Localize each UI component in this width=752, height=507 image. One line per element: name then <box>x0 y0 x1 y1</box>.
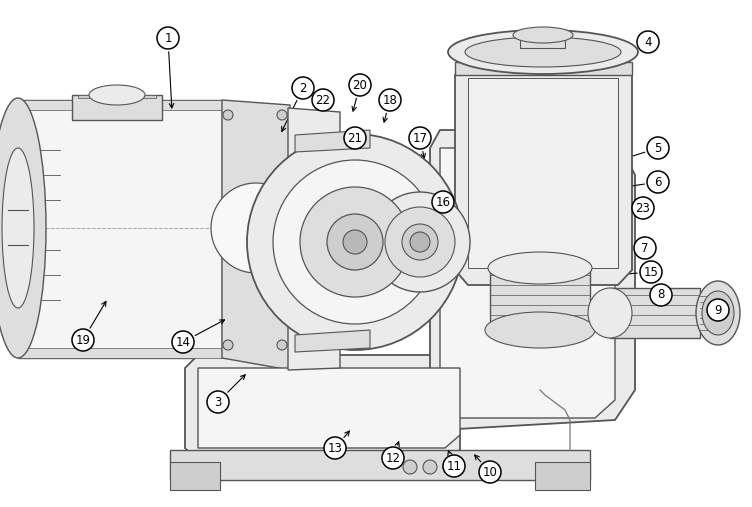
Ellipse shape <box>513 27 573 43</box>
Circle shape <box>423 460 437 474</box>
Circle shape <box>432 191 454 213</box>
Text: 15: 15 <box>644 266 659 278</box>
Circle shape <box>247 134 463 350</box>
Circle shape <box>443 460 457 474</box>
Text: 5: 5 <box>654 141 662 155</box>
Circle shape <box>172 331 194 353</box>
Text: 8: 8 <box>657 288 665 302</box>
Polygon shape <box>468 78 618 268</box>
Ellipse shape <box>696 281 740 345</box>
Text: 10: 10 <box>483 465 497 479</box>
Circle shape <box>324 437 346 459</box>
Circle shape <box>349 74 371 96</box>
Ellipse shape <box>2 148 34 308</box>
Circle shape <box>277 340 287 350</box>
Text: 19: 19 <box>75 334 90 346</box>
Circle shape <box>707 299 729 321</box>
Text: 16: 16 <box>435 196 450 208</box>
Text: 2: 2 <box>299 82 307 94</box>
Circle shape <box>637 31 659 53</box>
Polygon shape <box>185 355 460 462</box>
Circle shape <box>634 237 656 259</box>
Ellipse shape <box>488 252 592 284</box>
Polygon shape <box>535 462 590 490</box>
Circle shape <box>327 214 383 270</box>
Ellipse shape <box>0 98 46 358</box>
Text: 9: 9 <box>714 304 722 316</box>
Circle shape <box>632 197 654 219</box>
Circle shape <box>223 110 233 120</box>
Circle shape <box>344 127 366 149</box>
Circle shape <box>157 27 179 49</box>
Polygon shape <box>170 462 220 490</box>
Circle shape <box>72 329 94 351</box>
Polygon shape <box>440 148 615 418</box>
Circle shape <box>312 89 334 111</box>
Circle shape <box>647 171 669 193</box>
Polygon shape <box>18 100 222 110</box>
Polygon shape <box>430 130 635 430</box>
Ellipse shape <box>370 192 470 292</box>
Polygon shape <box>288 108 340 370</box>
Text: 18: 18 <box>383 93 398 106</box>
Circle shape <box>640 261 662 283</box>
Polygon shape <box>18 348 222 358</box>
Ellipse shape <box>465 37 621 67</box>
Ellipse shape <box>300 221 328 249</box>
Text: 22: 22 <box>316 93 330 106</box>
Polygon shape <box>18 100 222 358</box>
Polygon shape <box>490 268 590 330</box>
Circle shape <box>443 455 465 477</box>
Circle shape <box>409 127 431 149</box>
Polygon shape <box>520 35 565 48</box>
Polygon shape <box>72 95 162 120</box>
Ellipse shape <box>211 183 301 273</box>
Polygon shape <box>170 450 590 480</box>
Text: 12: 12 <box>386 452 401 464</box>
Text: 21: 21 <box>347 131 362 144</box>
Polygon shape <box>455 62 632 75</box>
Circle shape <box>647 137 669 159</box>
Polygon shape <box>78 95 156 98</box>
Polygon shape <box>610 288 700 338</box>
Ellipse shape <box>702 291 734 335</box>
Polygon shape <box>222 100 290 370</box>
Text: 3: 3 <box>214 395 222 409</box>
Text: 17: 17 <box>413 131 427 144</box>
Polygon shape <box>295 330 370 352</box>
Circle shape <box>223 340 233 350</box>
Ellipse shape <box>588 288 632 338</box>
Circle shape <box>300 187 410 297</box>
Text: 6: 6 <box>654 175 662 189</box>
Ellipse shape <box>410 232 430 252</box>
Circle shape <box>479 461 501 483</box>
Text: 20: 20 <box>353 79 368 91</box>
Ellipse shape <box>448 30 638 74</box>
Text: 7: 7 <box>641 241 649 255</box>
Circle shape <box>277 110 287 120</box>
Circle shape <box>343 230 367 254</box>
Polygon shape <box>455 62 632 285</box>
Circle shape <box>382 447 404 469</box>
Polygon shape <box>295 130 370 152</box>
Circle shape <box>650 284 672 306</box>
Circle shape <box>207 391 229 413</box>
Text: 4: 4 <box>644 35 652 49</box>
Text: 11: 11 <box>447 459 462 473</box>
Circle shape <box>273 160 437 324</box>
Circle shape <box>379 89 401 111</box>
Ellipse shape <box>402 224 438 260</box>
Ellipse shape <box>485 312 595 348</box>
Text: 14: 14 <box>175 336 190 348</box>
Circle shape <box>292 77 314 99</box>
Polygon shape <box>198 368 460 448</box>
Circle shape <box>403 460 417 474</box>
Text: 1: 1 <box>164 31 171 45</box>
Text: 23: 23 <box>635 201 650 214</box>
Ellipse shape <box>385 207 455 277</box>
Ellipse shape <box>89 85 145 105</box>
Text: 13: 13 <box>328 442 342 454</box>
